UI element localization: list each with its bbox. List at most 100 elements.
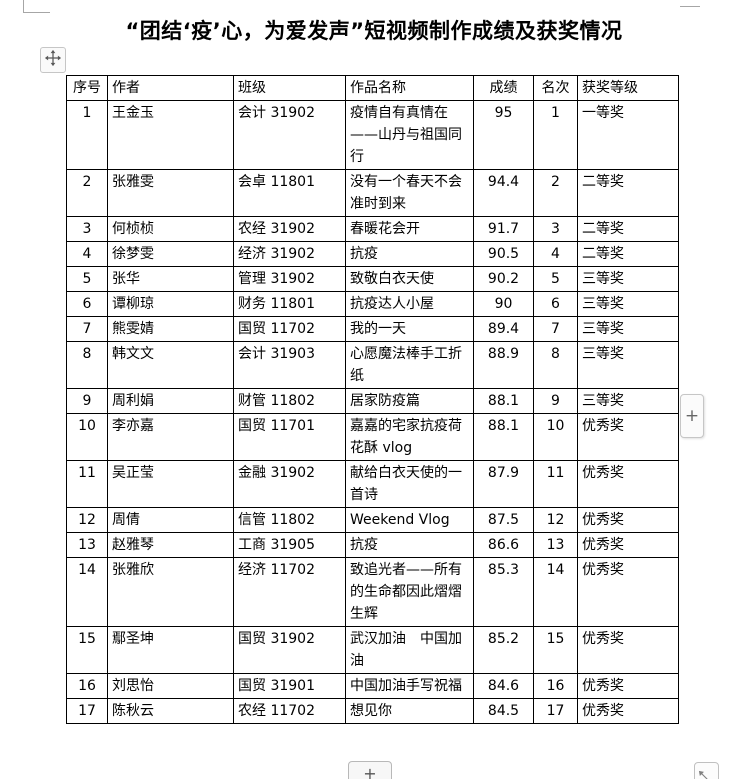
cell-score[interactable]: 87.9 bbox=[473, 460, 534, 508]
cell-no[interactable]: 9 bbox=[66, 388, 108, 414]
cell-rank[interactable]: 16 bbox=[533, 673, 578, 699]
cell-work[interactable]: 抗疫 bbox=[345, 532, 474, 558]
cell-work[interactable]: 致敬白衣天使 bbox=[345, 266, 474, 292]
cell-score[interactable]: 88.1 bbox=[473, 413, 534, 461]
cell-work[interactable]: 疫情自有真情在——山丹与祖国同行 bbox=[345, 100, 474, 170]
cell-no[interactable]: 16 bbox=[66, 673, 108, 699]
cell-work[interactable]: 居家防疫篇 bbox=[345, 388, 474, 414]
cell-author[interactable]: 张雅雯 bbox=[107, 169, 234, 217]
cell-work[interactable]: 嘉嘉的宅家抗疫荷花酥 vlog bbox=[345, 413, 474, 461]
cell-rank[interactable]: 12 bbox=[533, 507, 578, 533]
cell-award[interactable]: 优秀奖 bbox=[577, 673, 679, 699]
header-class[interactable]: 班级 bbox=[233, 75, 346, 101]
cell-award[interactable]: 二等奖 bbox=[577, 169, 679, 217]
cell-author[interactable]: 周倩 bbox=[107, 507, 234, 533]
cell-author[interactable]: 李亦嘉 bbox=[107, 413, 234, 461]
header-score[interactable]: 成绩 bbox=[473, 75, 534, 101]
cell-class[interactable]: 经济 31902 bbox=[233, 241, 346, 267]
cell-class[interactable]: 经济 11702 bbox=[233, 557, 346, 627]
cell-work[interactable]: 武汉加油 中国加油 bbox=[345, 626, 474, 674]
cell-rank[interactable]: 14 bbox=[533, 557, 578, 627]
cell-rank[interactable]: 7 bbox=[533, 316, 578, 342]
cell-score[interactable]: 87.5 bbox=[473, 507, 534, 533]
cell-score[interactable]: 88.9 bbox=[473, 341, 534, 389]
cell-work[interactable]: 心愿魔法棒手工折纸 bbox=[345, 341, 474, 389]
cell-award[interactable]: 优秀奖 bbox=[577, 532, 679, 558]
cell-award[interactable]: 三等奖 bbox=[577, 341, 679, 389]
cell-author[interactable]: 谭柳琼 bbox=[107, 291, 234, 317]
table-resize-handle[interactable] bbox=[694, 762, 719, 779]
cell-award[interactable]: 优秀奖 bbox=[577, 698, 679, 724]
cell-work[interactable]: 没有一个春天不会准时到来 bbox=[345, 169, 474, 217]
cell-no[interactable]: 12 bbox=[66, 507, 108, 533]
cell-score[interactable]: 84.5 bbox=[473, 698, 534, 724]
cell-no[interactable]: 3 bbox=[66, 216, 108, 242]
cell-score[interactable]: 85.3 bbox=[473, 557, 534, 627]
cell-work[interactable]: 献给白衣天使的一首诗 bbox=[345, 460, 474, 508]
cell-work[interactable]: 想见你 bbox=[345, 698, 474, 724]
cell-no[interactable]: 7 bbox=[66, 316, 108, 342]
cell-rank[interactable]: 6 bbox=[533, 291, 578, 317]
cell-work[interactable]: 中国加油手写祝福 bbox=[345, 673, 474, 699]
cell-author[interactable]: 张华 bbox=[107, 266, 234, 292]
cell-score[interactable]: 85.2 bbox=[473, 626, 534, 674]
add-column-button[interactable]: + bbox=[680, 394, 704, 438]
cell-author[interactable]: 鄢圣坤 bbox=[107, 626, 234, 674]
cell-rank[interactable]: 8 bbox=[533, 341, 578, 389]
cell-no[interactable]: 6 bbox=[66, 291, 108, 317]
cell-rank[interactable]: 15 bbox=[533, 626, 578, 674]
cell-work[interactable]: 致追光者——所有的生命都因此熠熠生辉 bbox=[345, 557, 474, 627]
cell-no[interactable]: 14 bbox=[66, 557, 108, 627]
cell-award[interactable]: 三等奖 bbox=[577, 316, 679, 342]
cell-award[interactable]: 优秀奖 bbox=[577, 507, 679, 533]
cell-class[interactable]: 信管 11802 bbox=[233, 507, 346, 533]
cell-award[interactable]: 一等奖 bbox=[577, 100, 679, 170]
cell-author[interactable]: 何桢桢 bbox=[107, 216, 234, 242]
cell-work[interactable]: 抗疫达人小屋 bbox=[345, 291, 474, 317]
cell-no[interactable]: 17 bbox=[66, 698, 108, 724]
cell-author[interactable]: 韩文文 bbox=[107, 341, 234, 389]
cell-score[interactable]: 95 bbox=[473, 100, 534, 170]
cell-rank[interactable]: 10 bbox=[533, 413, 578, 461]
header-author[interactable]: 作者 bbox=[107, 75, 234, 101]
cell-score[interactable]: 90.2 bbox=[473, 266, 534, 292]
cell-author[interactable]: 陈秋云 bbox=[107, 698, 234, 724]
cell-class[interactable]: 会卓 11801 bbox=[233, 169, 346, 217]
cell-award[interactable]: 三等奖 bbox=[577, 266, 679, 292]
cell-award[interactable]: 优秀奖 bbox=[577, 460, 679, 508]
add-row-button[interactable]: + bbox=[348, 761, 392, 779]
cell-award[interactable]: 三等奖 bbox=[577, 291, 679, 317]
cell-award[interactable]: 二等奖 bbox=[577, 241, 679, 267]
cell-rank[interactable]: 11 bbox=[533, 460, 578, 508]
cell-no[interactable]: 8 bbox=[66, 341, 108, 389]
cell-rank[interactable]: 5 bbox=[533, 266, 578, 292]
cell-award[interactable]: 优秀奖 bbox=[577, 413, 679, 461]
cell-class[interactable]: 农经 11702 bbox=[233, 698, 346, 724]
cell-rank[interactable]: 13 bbox=[533, 532, 578, 558]
cell-no[interactable]: 13 bbox=[66, 532, 108, 558]
cell-rank[interactable]: 2 bbox=[533, 169, 578, 217]
cell-author[interactable]: 吴正莹 bbox=[107, 460, 234, 508]
cell-no[interactable]: 4 bbox=[66, 241, 108, 267]
cell-rank[interactable]: 1 bbox=[533, 100, 578, 170]
table-move-handle[interactable] bbox=[40, 47, 66, 73]
cell-class[interactable]: 工商 31905 bbox=[233, 532, 346, 558]
cell-work[interactable]: 抗疫 bbox=[345, 241, 474, 267]
cell-score[interactable]: 88.1 bbox=[473, 388, 534, 414]
cell-rank[interactable]: 4 bbox=[533, 241, 578, 267]
cell-author[interactable]: 赵雅琴 bbox=[107, 532, 234, 558]
cell-score[interactable]: 94.4 bbox=[473, 169, 534, 217]
cell-award[interactable]: 优秀奖 bbox=[577, 626, 679, 674]
cell-class[interactable]: 财管 11802 bbox=[233, 388, 346, 414]
cell-score[interactable]: 90 bbox=[473, 291, 534, 317]
document-title[interactable]: “团结‘疫’心，为爱发声”短视频制作成绩及获奖情况 bbox=[125, 19, 623, 43]
cell-no[interactable]: 15 bbox=[66, 626, 108, 674]
cell-class[interactable]: 管理 31902 bbox=[233, 266, 346, 292]
cell-award[interactable]: 优秀奖 bbox=[577, 557, 679, 627]
cell-work[interactable]: 我的一天 bbox=[345, 316, 474, 342]
cell-author[interactable]: 周利娟 bbox=[107, 388, 234, 414]
cell-author[interactable]: 王金玉 bbox=[107, 100, 234, 170]
cell-score[interactable]: 91.7 bbox=[473, 216, 534, 242]
header-work[interactable]: 作品名称 bbox=[345, 75, 474, 101]
cell-author[interactable]: 熊雯婧 bbox=[107, 316, 234, 342]
